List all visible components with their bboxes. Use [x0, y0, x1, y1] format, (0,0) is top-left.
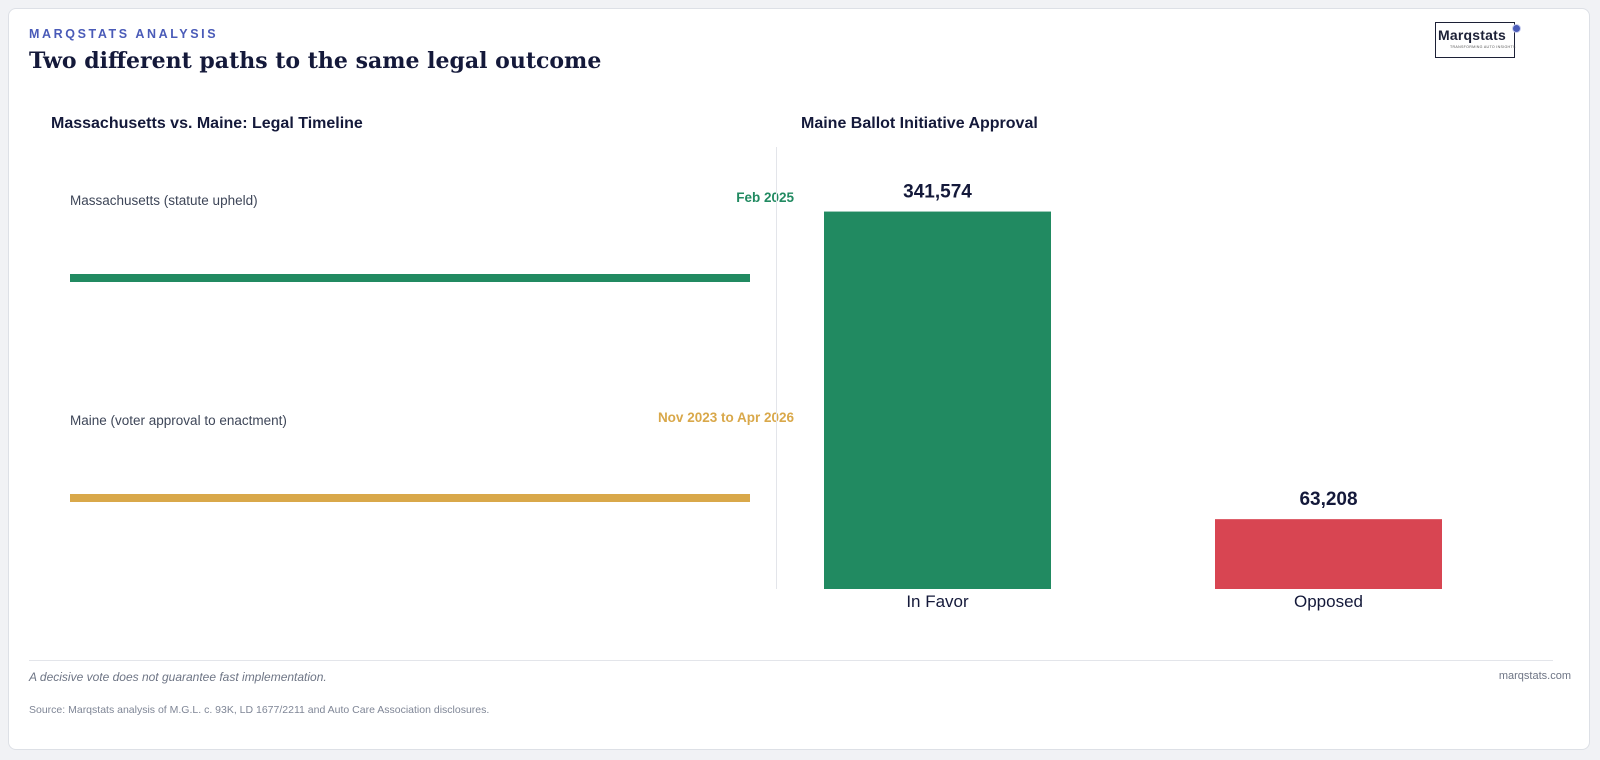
logo-tagline: TRANSFORMING AUTO INSIGHTS	[1450, 45, 1516, 49]
chart-title: Maine Ballot Initiative Approval	[801, 115, 1038, 132]
logo-dot-icon	[1512, 24, 1521, 33]
page-title: Two different paths to the same legal ou…	[29, 48, 602, 74]
logo-wordmark: Marqstats	[1438, 27, 1506, 43]
panel-divider	[776, 147, 777, 589]
timeline-row-label-massachusetts: Massachusetts (statute upheld)	[70, 193, 258, 208]
footer-note: A decisive vote does not guarantee fast …	[29, 670, 327, 684]
timeline-row-label-maine: Maine (voter approval to enactment)	[70, 413, 287, 428]
bar-opposed	[1215, 519, 1442, 589]
eyebrow-label: MARQSTATS ANALYSIS	[29, 27, 219, 41]
site-link[interactable]: marqstats.com	[1498, 670, 1571, 682]
timeline-panel-title: Massachusetts vs. Maine: Legal Timeline	[51, 115, 363, 132]
timeline-bar-massachusetts	[70, 274, 750, 282]
bar-in-favor	[824, 211, 1051, 589]
category-label-in-favor: In Favor	[906, 592, 969, 611]
timeline-bar-maine	[70, 494, 750, 502]
value-label-in-favor: 341,574	[903, 182, 972, 203]
timeline-row-date-massachusetts: Feb 2025	[736, 190, 794, 205]
approval-bar-chart: 341,574 In Favor 63,208 Opposed	[824, 182, 1442, 611]
source-citation: Source: Marqstats analysis of M.G.L. c. …	[29, 704, 490, 716]
timeline-row-date-maine: Nov 2023 to Apr 2026	[657, 410, 794, 425]
dashboard-card	[8, 8, 1590, 750]
value-label-opposed: 63,208	[1299, 489, 1357, 510]
brand-logo: Marqstats TRANSFORMING AUTO INSIGHTS	[1435, 22, 1515, 58]
footer-divider	[29, 660, 1553, 661]
category-label-opposed: Opposed	[1294, 592, 1363, 611]
